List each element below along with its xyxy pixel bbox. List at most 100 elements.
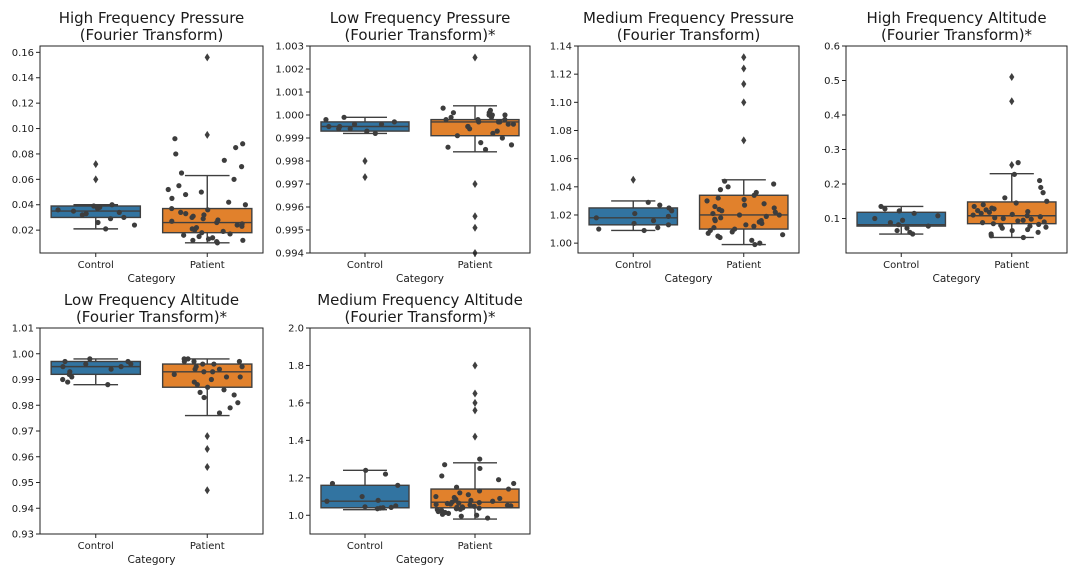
data-point	[979, 220, 986, 226]
box-patient	[698, 53, 789, 248]
panel-2: Low Frequency Pressure(Fourier Transform…	[275, 9, 531, 285]
data-point	[450, 110, 457, 116]
panel-title-line-2: (Fourier Transform)*	[881, 26, 1033, 44]
data-point	[736, 212, 743, 218]
data-point	[165, 186, 171, 193]
data-point	[118, 364, 124, 370]
data-point	[761, 201, 767, 207]
x-tick-label: Patient	[458, 541, 493, 552]
data-point	[60, 364, 66, 370]
data-point	[178, 170, 185, 176]
data-point	[477, 456, 483, 462]
data-point	[757, 240, 763, 246]
data-point	[67, 369, 73, 375]
data-point	[190, 213, 196, 219]
data-point	[1028, 216, 1034, 222]
y-tick-label: 0.2	[824, 180, 840, 191]
outlier-marker	[204, 445, 210, 454]
data-point	[718, 215, 724, 221]
data-point	[980, 202, 986, 208]
data-point	[201, 394, 207, 401]
data-point	[236, 358, 242, 365]
data-point	[442, 462, 448, 468]
y-tick-label: 1.8	[288, 361, 304, 372]
data-point	[211, 361, 217, 367]
data-point	[907, 229, 913, 235]
data-point	[894, 227, 900, 234]
y-tick-label: 1.003	[275, 42, 304, 53]
outlier-marker	[1009, 97, 1015, 106]
data-point	[707, 227, 713, 234]
data-point	[465, 123, 471, 130]
y-tick-label: 0.6	[824, 42, 840, 53]
outlier-marker	[741, 53, 747, 62]
x-axis-label: Category	[128, 554, 176, 566]
data-point	[988, 231, 994, 237]
data-point	[666, 205, 672, 211]
data-point	[655, 225, 661, 231]
data-point	[226, 199, 232, 205]
data-point	[983, 207, 989, 213]
panel-1: High Frequency Pressure(Fourier Transfor…	[12, 9, 264, 285]
data-point	[323, 117, 329, 123]
panel-title-line-2: (Fourier Transform)*	[344, 308, 496, 326]
data-point	[710, 210, 716, 217]
outlier-marker	[472, 53, 478, 62]
data-point	[468, 497, 474, 503]
outlier-marker	[472, 398, 478, 407]
x-tick-label: Control	[883, 260, 919, 271]
data-point	[198, 189, 204, 195]
panel-title-line-1: Low Frequency Pressure	[330, 9, 511, 27]
data-point	[83, 211, 89, 217]
data-point	[173, 151, 179, 157]
data-point	[454, 133, 460, 139]
data-point	[227, 231, 233, 237]
y-tick-label: 0.93	[12, 530, 34, 541]
data-point	[231, 392, 237, 398]
y-tick-label: 0.96	[12, 452, 34, 463]
data-point	[1040, 190, 1046, 196]
panel-4: High Frequency Altitude(Fourier Transfor…	[824, 9, 1068, 285]
data-point	[478, 140, 484, 146]
data-point	[434, 507, 440, 513]
panel-title-line-2: (Fourier Transform)	[617, 26, 761, 44]
x-tick-label: Control	[78, 260, 114, 271]
y-tick-label: 0.1	[824, 214, 840, 225]
outlier-marker	[630, 175, 636, 184]
data-point	[1009, 211, 1015, 217]
box-patient	[430, 361, 520, 521]
outlier-marker	[472, 223, 478, 232]
data-point	[239, 364, 245, 370]
y-tick-label: 0.97	[12, 427, 34, 438]
data-point	[1036, 177, 1043, 184]
x-axis-label: Category	[665, 273, 713, 285]
data-point	[741, 196, 747, 203]
data-point	[375, 497, 381, 503]
y-tick-label: 1.2	[288, 473, 304, 484]
y-tick-label: 0.02	[12, 226, 34, 237]
data-point	[378, 121, 385, 127]
data-point	[172, 136, 178, 142]
data-point	[197, 389, 203, 395]
y-tick-label: 0.998	[275, 157, 304, 168]
data-point	[456, 500, 462, 506]
data-point	[1020, 217, 1026, 223]
data-point	[490, 498, 496, 504]
data-point	[171, 371, 177, 377]
data-point	[95, 219, 101, 226]
data-point	[221, 387, 227, 393]
panel-title-line-1: Low Frequency Altitude	[64, 291, 239, 309]
data-point	[970, 212, 976, 218]
data-point	[650, 218, 657, 224]
data-point	[1025, 209, 1031, 215]
data-point	[326, 123, 332, 130]
data-point	[131, 222, 138, 228]
data-point	[935, 213, 941, 219]
data-point	[239, 221, 245, 227]
data-point	[439, 473, 445, 479]
data-point	[641, 227, 647, 234]
y-tick-label: 0.12	[12, 99, 34, 110]
data-point	[1037, 214, 1043, 220]
data-point	[363, 467, 369, 473]
